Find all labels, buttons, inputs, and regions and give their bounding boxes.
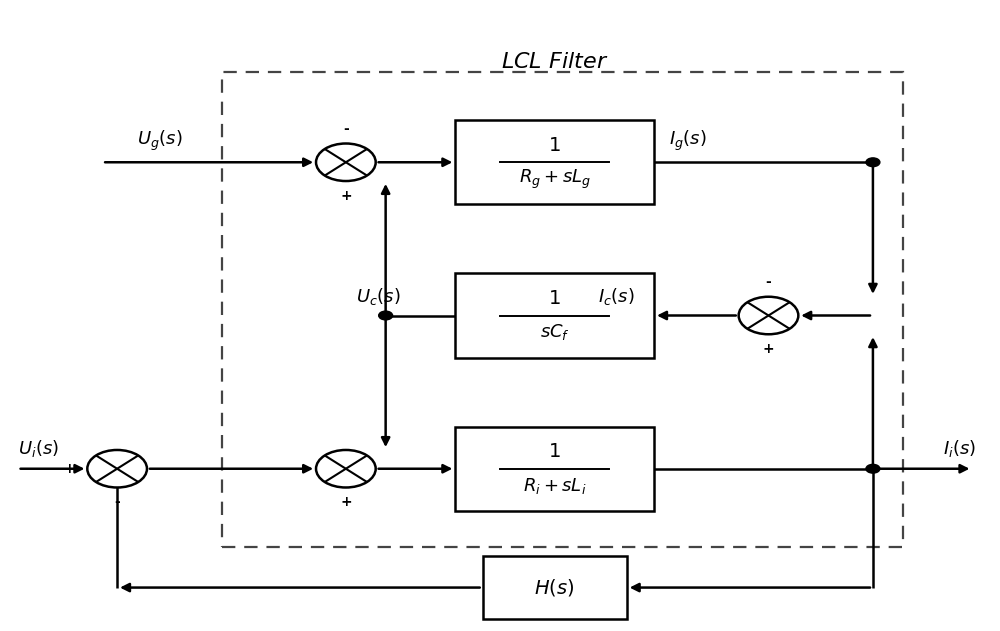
Circle shape xyxy=(739,297,798,334)
Text: +: + xyxy=(64,462,75,476)
Text: $H(s)$: $H(s)$ xyxy=(534,577,575,598)
Circle shape xyxy=(866,158,880,167)
Circle shape xyxy=(316,143,376,181)
Text: $I_g(s)$: $I_g(s)$ xyxy=(669,129,707,153)
Circle shape xyxy=(379,311,393,320)
Text: $R_i+sL_i$: $R_i+sL_i$ xyxy=(523,476,586,495)
Text: $U_i(s)$: $U_i(s)$ xyxy=(18,439,59,459)
FancyBboxPatch shape xyxy=(455,120,654,204)
Circle shape xyxy=(316,450,376,488)
Text: -: - xyxy=(343,122,349,136)
Text: $U_g(s)$: $U_g(s)$ xyxy=(137,129,183,153)
Text: +: + xyxy=(763,342,774,356)
Text: +: + xyxy=(340,189,352,203)
Circle shape xyxy=(87,450,147,488)
Circle shape xyxy=(866,464,880,473)
FancyBboxPatch shape xyxy=(455,427,654,511)
Text: -: - xyxy=(114,495,120,509)
Text: -: - xyxy=(766,275,771,289)
Text: -: - xyxy=(298,462,304,476)
Text: $I_c(s)$: $I_c(s)$ xyxy=(598,286,634,307)
Text: 1: 1 xyxy=(549,136,561,155)
Text: 1: 1 xyxy=(549,442,561,461)
Text: 1: 1 xyxy=(549,289,561,308)
Text: $\mathit{LCL\ Filter}$: $\mathit{LCL\ Filter}$ xyxy=(501,52,608,72)
FancyBboxPatch shape xyxy=(483,557,627,619)
Text: $I_i(s)$: $I_i(s)$ xyxy=(943,439,976,459)
FancyBboxPatch shape xyxy=(455,273,654,358)
Text: $R_g+sL_g$: $R_g+sL_g$ xyxy=(519,168,591,191)
Text: $U_c(s)$: $U_c(s)$ xyxy=(356,286,400,307)
Text: +: + xyxy=(340,495,352,509)
Text: $sC_f$: $sC_f$ xyxy=(540,322,570,343)
